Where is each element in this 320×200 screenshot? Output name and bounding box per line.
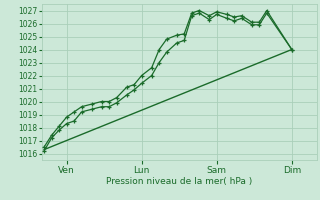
X-axis label: Pression niveau de la mer( hPa ): Pression niveau de la mer( hPa ) <box>106 177 252 186</box>
